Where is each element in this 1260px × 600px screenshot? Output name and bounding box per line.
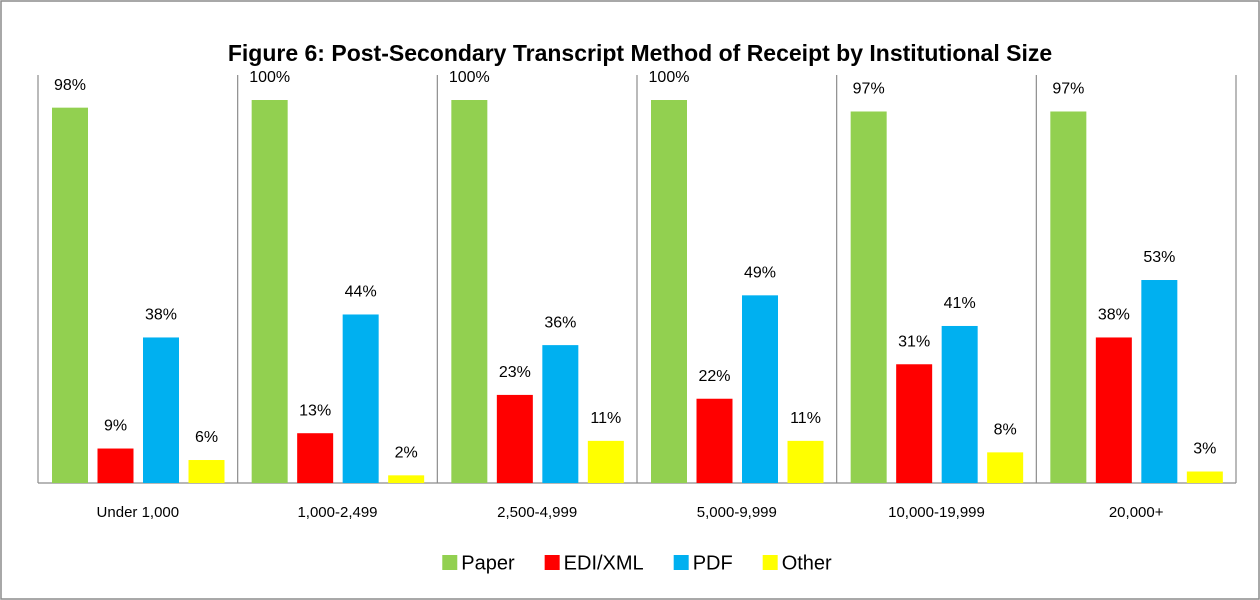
- data-label: 22%: [698, 368, 730, 385]
- bar: [742, 295, 778, 483]
- bar: [987, 452, 1024, 483]
- data-label: 31%: [898, 333, 930, 350]
- bar: [388, 475, 425, 483]
- legend-swatch: [544, 555, 560, 570]
- legend-swatch: [762, 555, 778, 570]
- data-label: 44%: [345, 284, 377, 301]
- data-label: 8%: [994, 422, 1017, 439]
- bar: [651, 100, 687, 483]
- data-label: 100%: [649, 69, 690, 86]
- legend-swatch: [442, 555, 458, 570]
- bar: [297, 433, 334, 483]
- bar: [896, 364, 933, 483]
- bar: [850, 111, 887, 484]
- bar: [251, 100, 288, 483]
- bar: [188, 460, 225, 483]
- bar: [587, 440, 624, 483]
- data-label: 97%: [1052, 81, 1084, 98]
- bar: [941, 325, 978, 483]
- data-label: 3%: [1193, 441, 1216, 458]
- data-label: 23%: [499, 364, 531, 381]
- x-tick-label: 10,000-19,999: [888, 504, 985, 521]
- bar: [1095, 337, 1132, 483]
- chart-title: Figure 6: Post-Secondary Transcript Meth…: [228, 40, 1052, 66]
- bar: [52, 107, 88, 483]
- data-label: 49%: [744, 265, 776, 282]
- data-label: 6%: [195, 429, 218, 446]
- data-label: 97%: [853, 81, 885, 98]
- data-label: 2%: [395, 445, 418, 462]
- bar: [496, 394, 533, 483]
- data-label: 38%: [145, 307, 177, 324]
- data-label: 9%: [104, 418, 127, 435]
- data-label: 41%: [944, 295, 976, 312]
- bar: [1141, 280, 1178, 483]
- bar: [143, 337, 179, 483]
- x-tick-label: 2,500-4,999: [497, 504, 577, 521]
- data-label: 100%: [249, 69, 290, 86]
- x-tick-label: 20,000+: [1109, 504, 1164, 521]
- bar: [451, 100, 488, 483]
- bar: [1186, 471, 1223, 483]
- data-label: 53%: [1143, 249, 1175, 266]
- bar: [696, 398, 733, 483]
- bar: [97, 448, 134, 483]
- data-label: 38%: [1098, 307, 1130, 324]
- legend-label: EDI/XML: [564, 552, 644, 574]
- legend-label: Other: [782, 552, 832, 574]
- bar: [342, 314, 379, 483]
- data-label: 36%: [544, 314, 576, 331]
- bar: [542, 345, 579, 483]
- data-label: 13%: [299, 402, 331, 419]
- x-tick-label: 1,000-2,499: [297, 504, 377, 521]
- x-tick-label: 5,000-9,999: [697, 504, 777, 521]
- legend-label: PDF: [693, 552, 733, 574]
- data-label: 11%: [590, 410, 621, 427]
- legend-swatch: [673, 555, 689, 570]
- x-tick-label: Under 1,000: [97, 504, 180, 521]
- bar: [787, 440, 824, 483]
- legend-label: Paper: [461, 552, 515, 574]
- data-label: 11%: [790, 410, 821, 427]
- data-label: 100%: [449, 69, 490, 86]
- bar: [1050, 111, 1087, 484]
- data-label: 98%: [54, 77, 86, 94]
